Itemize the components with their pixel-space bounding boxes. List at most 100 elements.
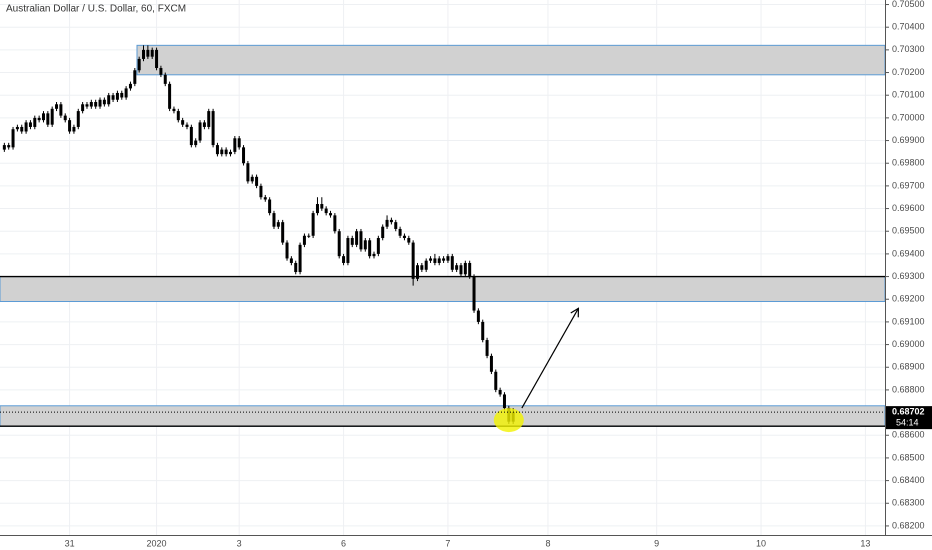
candle-body (63, 115, 67, 121)
candle-body (446, 256, 450, 261)
candle-body (502, 394, 506, 409)
candle-body (472, 276, 476, 311)
candle-body (24, 122, 28, 132)
candle-body (220, 149, 224, 155)
y-tick-label: 0.69400 (892, 248, 925, 258)
candle-body (20, 126, 24, 132)
y-tick-label: 0.68200 (892, 520, 925, 530)
x-tick-label: 8 (545, 538, 550, 548)
candle-body (255, 176, 259, 186)
candle-body (150, 49, 154, 57)
y-tick-label: 0.69800 (892, 158, 925, 168)
candle-body (137, 58, 141, 71)
y-tick-label: 0.68600 (892, 430, 925, 440)
arrow-line (521, 308, 579, 409)
candle-body (128, 83, 132, 89)
candle-body (281, 222, 285, 243)
candle-body (207, 111, 211, 127)
y-tick-label: 0.68800 (892, 384, 925, 394)
countdown-label: 54:14 (896, 418, 919, 428)
candle-body (333, 215, 337, 232)
candle-body (381, 226, 385, 239)
candle-body (94, 102, 98, 107)
candle-body (189, 126, 193, 146)
candle-body (424, 260, 428, 270)
candle-body (315, 204, 319, 214)
candle-body (320, 204, 324, 209)
candle-body (228, 151, 232, 155)
candle-body (111, 95, 115, 100)
candle-body (307, 235, 311, 237)
candle-body (359, 231, 363, 250)
y-tick-label: 0.69900 (892, 135, 925, 145)
candle-body (368, 240, 372, 257)
candle-body (302, 235, 306, 245)
candle-body (285, 242, 289, 259)
candle-body (159, 68, 163, 75)
arrow-head (570, 307, 580, 318)
candle-body (429, 258, 433, 261)
candle-body (268, 199, 272, 214)
candle-body (233, 138, 237, 152)
candle-body (415, 265, 419, 279)
candle-body (211, 111, 215, 146)
candle-body (11, 129, 15, 148)
candle-body (250, 176, 254, 182)
candle-body (476, 310, 480, 322)
candle-body (55, 104, 59, 109)
candle-body (433, 258, 437, 263)
y-tick-label: 0.70000 (892, 112, 925, 122)
candle-body (498, 389, 502, 395)
candle-body (337, 231, 341, 257)
candle-body (98, 99, 102, 107)
y-tick-label: 0.69000 (892, 339, 925, 349)
candle-body (37, 117, 41, 121)
candle-body (376, 238, 380, 254)
candle-body (72, 126, 76, 132)
x-tick-label: 10 (756, 538, 766, 548)
candle-body (450, 256, 454, 270)
candle-body (59, 104, 63, 116)
y-tick-label: 0.70400 (892, 22, 925, 32)
x-tick-label: 31 (65, 538, 75, 548)
candle-body (355, 231, 359, 245)
y-tick-label: 0.68400 (892, 475, 925, 485)
candle-body (459, 265, 463, 275)
candle-body (246, 163, 250, 182)
chart-title: Australian Dollar / U.S. Dollar, 60, FXC… (6, 4, 186, 15)
candle-body (372, 253, 376, 257)
candle-body (494, 371, 498, 390)
y-tick-label: 0.68900 (892, 362, 925, 372)
candle-body (402, 235, 406, 239)
candle-body (163, 74, 167, 84)
candle-body (215, 145, 219, 155)
candle-body (324, 208, 328, 214)
candle-body (28, 122, 32, 127)
y-tick-label: 0.69700 (892, 180, 925, 190)
candle-body (346, 238, 350, 263)
zone (0, 276, 886, 303)
x-tick-label: 13 (860, 538, 870, 548)
candle-body (181, 120, 185, 125)
candle-body (33, 117, 37, 127)
candle-body (41, 113, 45, 121)
candle-body (468, 262, 472, 277)
candle-body (394, 222, 398, 229)
last-price-label: 0.68702 (892, 407, 925, 417)
x-tick-label: 7 (445, 538, 450, 548)
candle-body (133, 70, 137, 84)
candle-body (311, 213, 315, 236)
last-price-box (886, 406, 932, 430)
candle-body (363, 240, 367, 250)
candle-body (342, 256, 346, 263)
candle-body (420, 265, 424, 270)
candle-body (142, 49, 146, 59)
candle-body (155, 49, 159, 69)
x-tick-label: 9 (654, 538, 659, 548)
candle-body (168, 83, 172, 109)
candle-body (237, 138, 241, 148)
candle-body (289, 258, 293, 263)
candle-body (389, 219, 393, 223)
